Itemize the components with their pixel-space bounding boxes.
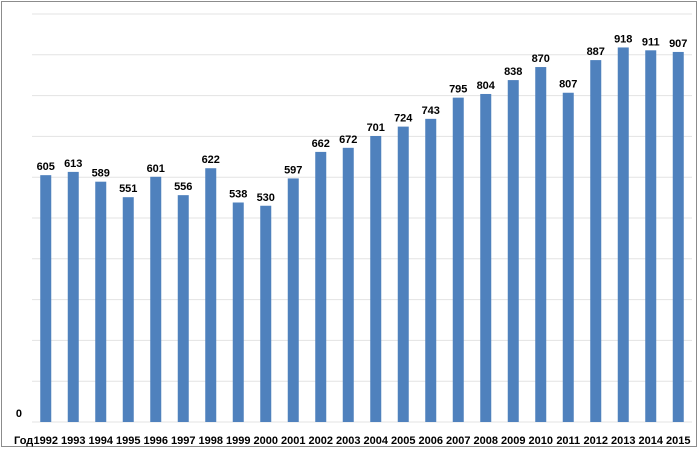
x-tick-label-1996: 1996 <box>144 435 168 447</box>
x-tick-label-1993: 1993 <box>61 435 85 447</box>
data-label-2005: 724 <box>394 113 413 125</box>
data-label-2006: 743 <box>422 105 440 117</box>
gridlines <box>32 13 692 423</box>
x-tick-label-2004: 2004 <box>364 435 389 447</box>
data-label-2011: 807 <box>559 79 577 91</box>
bar-2002 <box>315 151 327 423</box>
data-label-2015: 907 <box>669 38 687 50</box>
data-label-2009: 838 <box>504 66 522 78</box>
y-tick-label-0: 0 <box>16 408 22 420</box>
data-label-1995: 551 <box>119 183 137 195</box>
data-label-2013: 918 <box>614 33 632 45</box>
bar-2009 <box>507 80 519 422</box>
bar-2005 <box>397 126 409 422</box>
bar-1997 <box>177 195 189 422</box>
data-label-2002: 662 <box>312 138 330 150</box>
x-tick-label-1994: 1994 <box>89 435 114 447</box>
data-label-1997: 556 <box>174 181 192 193</box>
bar-2011 <box>562 92 574 422</box>
x-tick-label-1992: 1992 <box>34 435 58 447</box>
bars <box>40 47 684 423</box>
x-tick-label-2011: 2011 <box>556 435 580 447</box>
x-tick-label-1999: 1999 <box>226 435 250 447</box>
x-tick-label-2010: 2010 <box>529 435 553 447</box>
x-tick-label-2000: 2000 <box>254 435 278 447</box>
x-tick-label-2006: 2006 <box>419 435 443 447</box>
x-tick-label-1995: 1995 <box>116 435 140 447</box>
bar-1994 <box>95 181 107 422</box>
data-label-2001: 597 <box>284 164 302 176</box>
data-label-2012: 887 <box>587 46 605 58</box>
bar-1995 <box>122 197 134 422</box>
bar-2004 <box>370 135 382 422</box>
data-label-1993: 613 <box>64 158 82 170</box>
bar-2001 <box>287 178 299 422</box>
x-tick-label-1998: 1998 <box>199 435 223 447</box>
x-tick-label-2007: 2007 <box>446 435 470 447</box>
x-tick-label-2003: 2003 <box>336 435 360 447</box>
bar-2012 <box>590 60 602 422</box>
bar-2007 <box>452 97 464 422</box>
bar-2013 <box>617 47 629 423</box>
data-label-2003: 672 <box>339 134 357 146</box>
data-label-1994: 589 <box>92 168 110 180</box>
data-label-2008: 804 <box>477 80 496 92</box>
x-tick-label-2012: 2012 <box>584 435 608 447</box>
data-label-1999: 538 <box>229 188 247 200</box>
bar-1998 <box>205 168 217 422</box>
data-labels: 605 613 589 551 601 556 622 538 530 597 662 672 701 7… <box>37 33 688 203</box>
bar-1996 <box>150 176 162 422</box>
bar-1993 <box>67 171 79 422</box>
bar-2008 <box>480 93 492 422</box>
x-tick-label-2002: 2002 <box>309 435 333 447</box>
x-tick-label-2005: 2005 <box>391 435 415 447</box>
x-tick-label-2009: 2009 <box>501 435 525 447</box>
bar-2006 <box>425 118 437 422</box>
data-label-1996: 601 <box>147 163 165 175</box>
data-label-2007: 795 <box>449 84 467 96</box>
x-tick-labels: 1992 1993 1994 1995 1996 1997 1998 1999 2000 2001… <box>34 435 691 447</box>
bar-1999 <box>232 202 244 422</box>
x-tick-label-2013: 2013 <box>611 435 635 447</box>
data-label-2014: 911 <box>642 36 660 48</box>
bar-2015 <box>672 51 684 422</box>
x-tick-label-2008: 2008 <box>474 435 498 447</box>
data-label-1992: 605 <box>37 161 55 173</box>
x-tick-label-2014: 2014 <box>639 435 664 447</box>
data-label-2010: 870 <box>532 53 550 65</box>
data-label-2004: 701 <box>367 122 385 134</box>
data-label-1998: 622 <box>202 154 220 166</box>
x-tick-label-1997: 1997 <box>171 435 195 447</box>
bar-2003 <box>342 147 354 422</box>
x-tick-label-2015: 2015 <box>666 435 690 447</box>
bar-2010 <box>535 67 547 422</box>
data-label-2000: 530 <box>257 192 275 204</box>
bar-2014 <box>645 50 657 422</box>
bar-1992 <box>40 175 52 422</box>
x-axis-title: Год <box>14 435 33 447</box>
bar-2000 <box>260 205 272 422</box>
x-tick-label-2001: 2001 <box>281 435 305 447</box>
